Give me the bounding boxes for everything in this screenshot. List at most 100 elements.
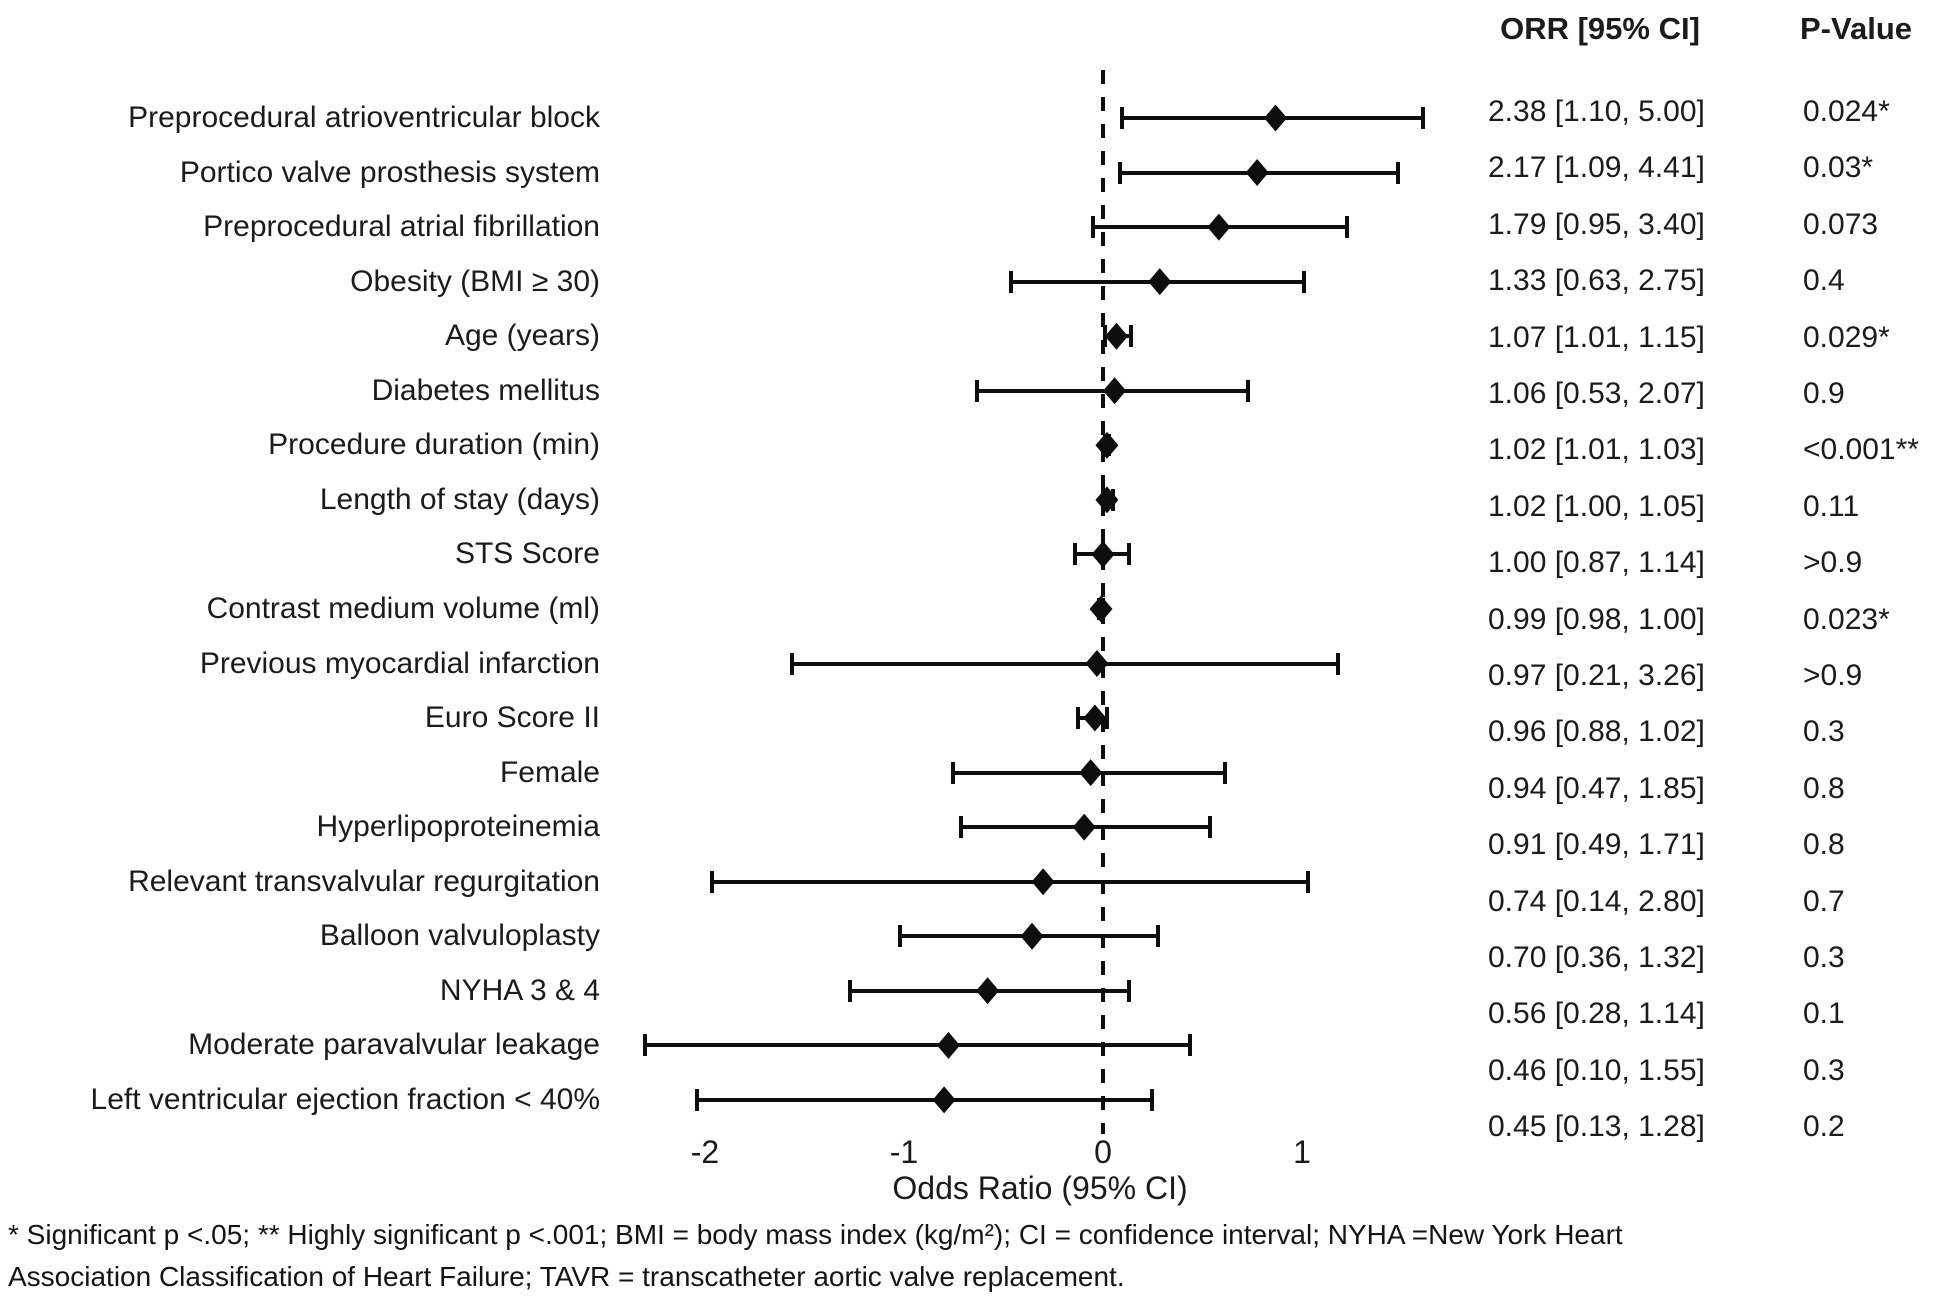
orr-value: 1.00 [0.87, 1.14]: [1488, 546, 1705, 580]
orr-value: 0.45 [0.13, 1.28]: [1488, 1110, 1705, 1144]
ci-cap-left: [950, 761, 955, 784]
ci-cap-right: [1128, 325, 1133, 348]
row-label: Diabetes mellitus: [371, 373, 600, 407]
ci-cap-left: [790, 652, 795, 675]
ci-whisker: [696, 1097, 1153, 1102]
row-label: Relevant transvalvular regurgitation: [128, 864, 600, 898]
ci-cap-left: [1073, 543, 1078, 566]
or-diamond: [1079, 759, 1103, 787]
orr-column-header: ORR [95% CI]: [1500, 11, 1700, 46]
p-value: 0.11: [1803, 489, 1860, 523]
orr-value: 1.02 [1.01, 1.03]: [1488, 433, 1705, 467]
row-label: Hyperlipoproteinemia: [316, 810, 600, 844]
orr-value: 1.06 [0.53, 2.07]: [1488, 377, 1705, 410]
ci-cap-left: [694, 1088, 699, 1111]
row-label: Length of stay (days): [319, 482, 600, 516]
orr-value: 1.33 [0.63, 2.75]: [1488, 264, 1705, 298]
x-tick: 0: [1094, 1134, 1112, 1170]
row-label: Female: [499, 755, 600, 789]
p-value: 0.9: [1803, 377, 1845, 410]
ci-cap-left: [1119, 107, 1124, 129]
ci-cap-left: [847, 979, 852, 1002]
orr-value: 0.56 [0.28, 1.14]: [1488, 997, 1705, 1031]
or-diamond: [1103, 377, 1127, 405]
or-diamond: [1020, 922, 1044, 950]
orr-value: 1.02 [1.00, 1.05]: [1488, 489, 1705, 523]
p-value: 0.1: [1803, 997, 1845, 1031]
or-diamond: [976, 977, 1000, 1005]
p-value: 0.03*: [1803, 151, 1874, 185]
orr-value: 0.46 [0.10, 1.55]: [1488, 1053, 1705, 1087]
p-value: <0.001**: [1803, 433, 1919, 467]
ci-cap-left: [974, 379, 979, 402]
ci-cap-right: [1188, 1034, 1193, 1057]
ci-cap-left: [897, 925, 902, 948]
orr-value: 2.38 [1.10, 5.00]: [1488, 95, 1705, 128]
or-diamond: [936, 1031, 960, 1059]
or-diamond: [1264, 104, 1288, 132]
or-diamond: [1031, 868, 1055, 896]
ci-cap-right: [1305, 870, 1310, 893]
row-label: Moderate paravalvular leakage: [188, 1028, 600, 1062]
ci-whisker: [792, 661, 1339, 666]
footnote-line-2: Association Classification of Heart Fail…: [8, 1261, 1125, 1292]
or-diamond: [1148, 268, 1172, 296]
ci-cap-right: [1156, 925, 1161, 948]
or-diamond: [1095, 431, 1119, 459]
ci-cap-left: [959, 816, 964, 839]
row-label: Procedure duration (min): [268, 428, 600, 462]
orr-value: 0.97 [0.21, 3.26]: [1488, 659, 1705, 692]
ci-cap-left: [642, 1034, 647, 1057]
ci-cap-right: [1336, 652, 1341, 675]
row-label: Obesity (BMI ≥ 30): [350, 264, 600, 298]
or-diamond: [1091, 540, 1115, 568]
p-value: 0.2: [1803, 1110, 1845, 1144]
x-axis-label: Odds Ratio (95% CI): [892, 1170, 1188, 1206]
ci-cap-right: [1127, 543, 1132, 566]
ci-cap-right: [1344, 216, 1349, 239]
p-value: 0.7: [1803, 884, 1845, 918]
or-diamond: [1089, 595, 1113, 623]
x-tick: -1: [889, 1134, 919, 1170]
footnote-line-1: * Significant p <.05; ** Highly signific…: [8, 1219, 1623, 1250]
ci-cap-left: [1090, 216, 1095, 239]
row-label: Previous myocardial infarction: [199, 646, 600, 680]
ci-cap-right: [1421, 107, 1426, 129]
row-label: STS Score: [454, 537, 600, 571]
row-label: Preprocedural atrial fibrillation: [203, 210, 600, 244]
ci-cap-right: [1302, 270, 1307, 293]
row-label: Contrast medium volume (ml): [206, 591, 600, 625]
p-value: 0.4: [1803, 264, 1845, 298]
row-label: Age (years): [444, 319, 600, 353]
or-diamond: [1085, 650, 1109, 677]
row-label: Balloon valvuloplasty: [319, 919, 600, 953]
row-label: Preprocedural atrioventricular block: [128, 101, 600, 134]
row-label: NYHA 3 & 4: [439, 973, 600, 1007]
ci-cap-left: [1075, 707, 1080, 730]
ci-cap-right: [1150, 1088, 1155, 1111]
or-diamond: [1083, 704, 1107, 732]
p-value: 0.3: [1803, 715, 1845, 749]
p-value: 0.3: [1803, 1053, 1845, 1087]
ci-cap-right: [1245, 379, 1250, 402]
p-value: 0.023*: [1803, 602, 1890, 636]
ci-cap-left: [709, 870, 714, 893]
or-diamond: [1072, 813, 1096, 841]
p-value: 0.8: [1803, 828, 1845, 862]
p-value: >0.9: [1803, 546, 1863, 580]
pvalue-column-header: P-Value: [1800, 11, 1912, 46]
orr-value: 0.70 [0.36, 1.32]: [1488, 941, 1705, 974]
ci-whisker: [644, 1043, 1191, 1048]
or-diamond: [1207, 213, 1231, 241]
orr-value: 0.99 [0.98, 1.00]: [1488, 602, 1705, 636]
ci-cap-left: [1009, 270, 1014, 293]
orr-value: 1.07 [1.01, 1.15]: [1488, 320, 1705, 354]
orr-value: 0.94 [0.47, 1.85]: [1488, 771, 1705, 805]
ci-cap-right: [1104, 707, 1109, 730]
orr-value: 1.79 [0.95, 3.40]: [1488, 207, 1705, 241]
p-value: >0.9: [1803, 659, 1863, 692]
or-diamond: [1104, 322, 1128, 350]
ci-whisker: [711, 879, 1308, 884]
ci-cap-right: [1207, 816, 1212, 839]
